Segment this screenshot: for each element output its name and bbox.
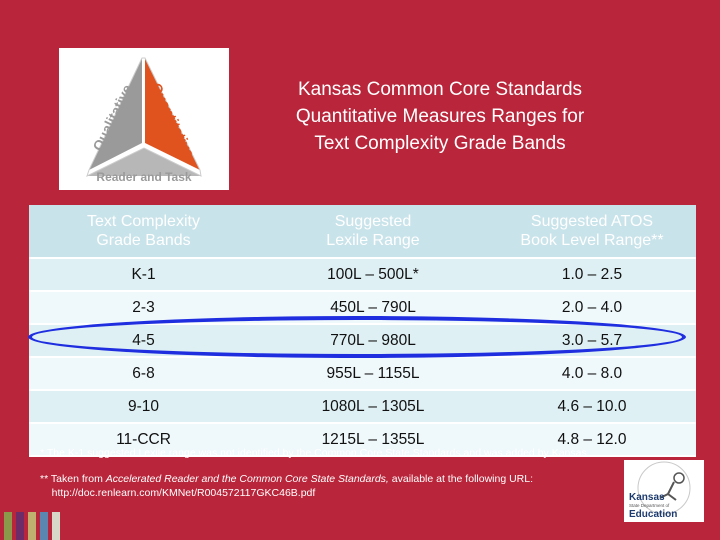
footnotes: * The K-1 suggested Lexile range was not…	[40, 446, 620, 512]
footnote-2: ** Taken from Accelerated Reader and the…	[40, 473, 534, 499]
atos-cell: 1.0 – 2.5	[488, 258, 696, 292]
lexile-cell: 1080L – 1305L	[258, 390, 488, 424]
text-complexity-logo: Qualitative Quantitative Reader and Task	[59, 48, 229, 190]
title-line-2: Quantitative Measures Ranges for	[295, 106, 585, 127]
kansas-logo-name: Kansas	[629, 492, 665, 503]
table-row: 11-CCR 1215L – 1355L 4.8 – 12.0	[29, 423, 696, 457]
row-highlight-ellipse	[28, 316, 686, 358]
atos-cell: 4.6 – 10.0	[488, 390, 696, 424]
lexile-cell: 1215L – 1355L	[258, 423, 488, 457]
table-header-row: Text Complexity Grade Bands Suggested Lexi…	[29, 205, 696, 259]
grade-band-cell: 11-CCR	[29, 423, 258, 457]
footnote-1: * The K-1 suggested Lexile range was not…	[40, 447, 587, 459]
title-line-1: Kansas Common Core Standards	[297, 79, 583, 100]
table-row: 6-8 955L – 1155L 4.0 – 8.0	[29, 357, 696, 391]
grade-band-cell: K-1	[29, 258, 258, 292]
header-atos-range: Suggested ATOS Book Level Range**	[488, 205, 696, 259]
lexile-cell: 100L – 500L*	[258, 258, 488, 292]
footnote-url[interactable]: http://doc.renlearn.com/KMNet/R004572117…	[51, 487, 316, 499]
table-row: 9-10 1080L – 1305L 4.6 – 10.0	[29, 390, 696, 424]
header-lexile-range: Suggested Lexile Range	[258, 205, 488, 259]
grade-band-cell: 9-10	[29, 390, 258, 424]
grade-band-cell: 6-8	[29, 357, 258, 391]
atos-cell: 4.0 – 8.0	[488, 357, 696, 391]
table-row: K-1 100L – 500L* 1.0 – 2.5	[29, 258, 696, 292]
page-title: Kansas Common Core Standards Quantitativ…	[252, 76, 628, 157]
kansas-education-logo: Kansas State Department of Education	[624, 460, 704, 522]
lexile-cell: 955L – 1155L	[258, 357, 488, 391]
atos-cell: 4.8 – 12.0	[488, 423, 696, 457]
decorative-stripes	[0, 512, 80, 540]
logo-reader-task-text: Reader and Task	[96, 170, 191, 184]
kansas-logo-sub: State Department of	[629, 503, 670, 508]
title-line-3: Text Complexity Grade Bands	[314, 133, 566, 154]
header-grade-bands: Text Complexity Grade Bands	[29, 205, 258, 259]
kansas-logo-dept: Education	[629, 509, 677, 520]
grade-band-cell: 2-3	[29, 291, 258, 325]
